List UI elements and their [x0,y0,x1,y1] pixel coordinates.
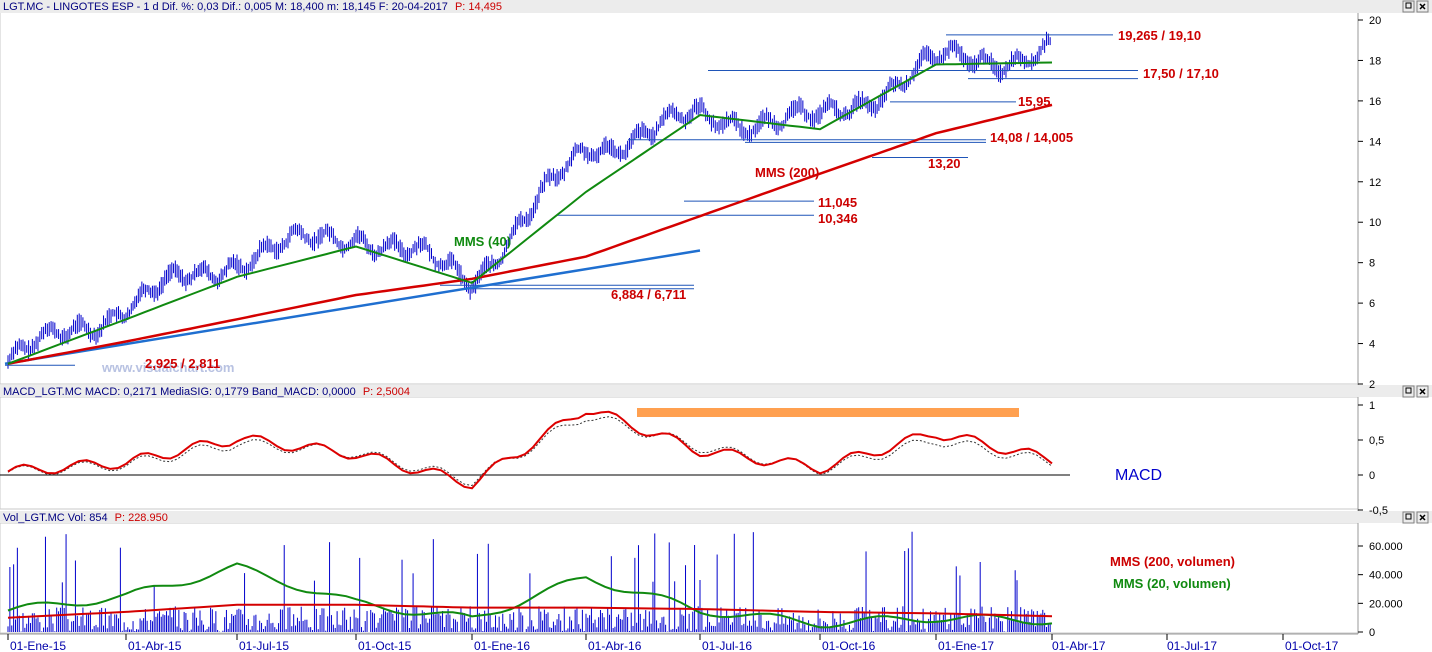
date-tick-label: 01-Abr-16 [588,639,642,652]
price-tick-label: 2 [1369,379,1375,391]
price-tick-label: 12 [1369,177,1381,189]
annotation-res-2: 17,50 / 17,10 [1143,66,1219,81]
volume-mms20-line [7,562,1053,629]
date-tick-label: 01-Ene-15 [10,639,66,652]
annotation-sup-3: 10,346 [818,211,858,226]
price-tick-label: 10 [1369,217,1381,229]
maximize-icon [1405,2,1412,9]
volume-maximize-button[interactable] [1402,511,1415,524]
price-tick-label: 20 [1369,15,1381,27]
macd-highlight-band [637,408,1019,417]
maximize-icon [1405,513,1412,520]
trendline [4,249,701,366]
date-tick-label: 01-Oct-15 [358,639,412,652]
mms40-line [7,61,1053,365]
annotation-res-3: 15,95 [1018,94,1051,109]
volume-tick-label: 40.000 [1369,570,1403,582]
price-panel-controls [1402,0,1429,13]
mms200-line [7,103,1053,366]
annotation-sup-5: 2,925 / 2,811 [145,356,220,371]
volume-tick-label: 20.000 [1369,598,1403,610]
annotation-sup-4: 6,884 / 6,711 [611,287,686,302]
annotation-res-4: 14,08 / 14,005 [990,130,1073,145]
axis-ticks: 20 18 16 14 12 10 8 6 4 2 1 0,5 0 -0,5 60.000 40.000 20.… [7,15,1403,652]
price-tick-label: 8 [1369,258,1375,270]
volume-tick-label: 60.000 [1369,541,1403,553]
volume-tick-label: 0 [1369,627,1375,639]
close-icon [1419,388,1426,395]
annotation-res-1: 19,265 / 19,10 [1118,28,1201,43]
date-tick-label: 01-Ene-17 [938,639,994,652]
close-icon [1419,514,1426,521]
macd-header-bar [0,385,1432,397]
chart-lines [0,34,1138,629]
price-tick-label: 14 [1369,136,1381,148]
macd-header-text: MACD_LGT.MC MACD: 0,2171 MediaSIG: 0,177… [3,386,410,398]
date-tick-label: 01-Abr-15 [128,639,182,652]
volume-panel-controls [1402,511,1429,524]
macd-maximize-button[interactable] [1402,385,1415,398]
annotation-sup-1: 13,20 [928,156,961,171]
macd-line [7,410,1053,490]
volume-legend-green: MMS (20, volumen) [1113,576,1231,591]
date-tick-label: 01-Jul-15 [239,639,289,652]
price-tick-label: 6 [1369,298,1375,310]
price-tick-label: 4 [1369,339,1375,351]
macd-tick-label: 0,5 [1369,435,1384,447]
macd-tick-label: -0,5 [1369,505,1388,517]
annotation-sup-2: 11,045 [818,195,857,210]
macd-tick-label: 0 [1369,470,1375,482]
price-header-text: LGT.MC - LINGOTES ESP - 1 d Dif. %: 0,03… [3,1,502,13]
date-tick-label: 01-Oct-16 [822,639,876,652]
date-tick-label: 01-Abr-17 [1052,639,1106,652]
macd-signal-line [7,416,1053,487]
volume-bars [7,531,1051,632]
price-maximize-button[interactable] [1402,0,1415,13]
volume-legend-red: MMS (200, volumen) [1110,554,1235,569]
annotation-mms200: MMS (200) [755,165,819,180]
close-icon [1419,3,1426,10]
date-tick-label: 01-Ene-16 [474,639,530,652]
annotation-mms40: MMS (40) [454,234,511,249]
macd-title: MACD [1115,467,1162,484]
volume-header-text: Vol_LGT.MC Vol: 854 P: 228.950 [3,512,168,524]
macd-tick-label: 1 [1369,400,1375,412]
volume-header-bar [0,511,1432,523]
price-header-bar [0,0,1432,13]
volume-mms200-line [7,603,1053,619]
date-tick-label: 01-Oct-17 [1285,639,1339,652]
maximize-icon [1405,387,1412,394]
watermark: www.visualchart.com [101,360,234,375]
price-tick-label: 16 [1369,96,1381,108]
date-tick-label: 01-Jul-17 [1167,639,1217,652]
price-annotations: 19,265 / 19,10 17,50 / 17,10 15,95 14,08… [145,28,1219,371]
price-tick-label: 18 [1369,55,1381,67]
date-tick-label: 01-Jul-16 [702,639,752,652]
macd-panel-controls [1402,385,1429,398]
